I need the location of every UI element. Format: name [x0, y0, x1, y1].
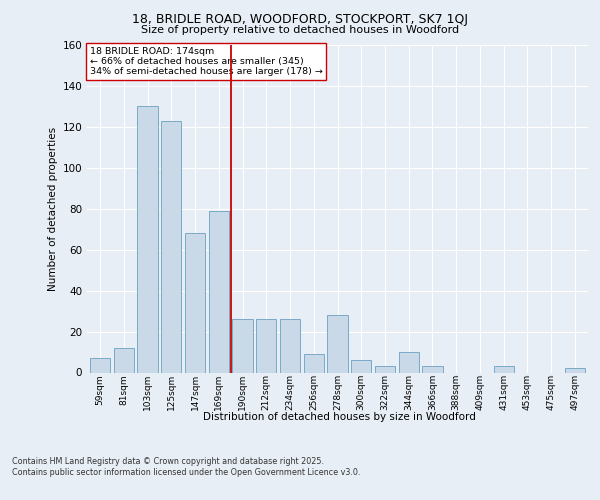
Text: Contains HM Land Registry data © Crown copyright and database right 2025.
Contai: Contains HM Land Registry data © Crown c…: [12, 458, 361, 477]
Bar: [256, 320, 277, 372]
Bar: [232, 320, 253, 372]
Y-axis label: Number of detached properties: Number of detached properties: [48, 126, 58, 291]
Text: Size of property relative to detached houses in Woodford: Size of property relative to detached ho…: [141, 25, 459, 35]
Bar: [398, 352, 419, 372]
Bar: [375, 366, 395, 372]
Bar: [328, 315, 347, 372]
Bar: [351, 360, 371, 372]
Bar: [114, 348, 134, 372]
Bar: [565, 368, 585, 372]
Bar: [209, 211, 229, 372]
Bar: [422, 366, 443, 372]
Bar: [280, 320, 300, 372]
Bar: [137, 106, 158, 372]
Text: 18, BRIDLE ROAD, WOODFORD, STOCKPORT, SK7 1QJ: 18, BRIDLE ROAD, WOODFORD, STOCKPORT, SK…: [132, 12, 468, 26]
Bar: [494, 366, 514, 372]
Bar: [185, 234, 205, 372]
Bar: [161, 120, 181, 372]
Bar: [304, 354, 324, 372]
Text: 18 BRIDLE ROAD: 174sqm
← 66% of detached houses are smaller (345)
34% of semi-de: 18 BRIDLE ROAD: 174sqm ← 66% of detached…: [89, 46, 322, 76]
Bar: [90, 358, 110, 372]
Text: Distribution of detached houses by size in Woodford: Distribution of detached houses by size …: [203, 412, 475, 422]
